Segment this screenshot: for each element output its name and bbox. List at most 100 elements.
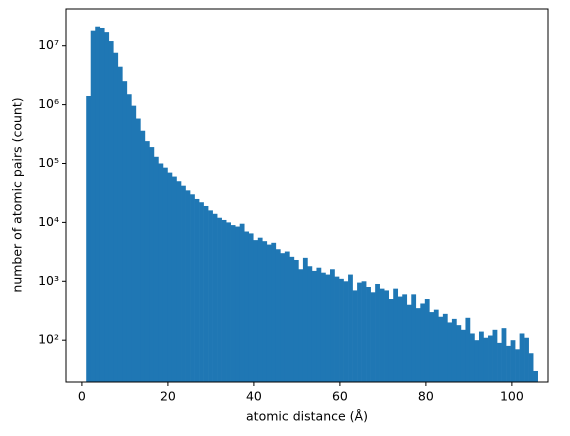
x-tick-label: 100: [500, 389, 524, 404]
bar: [221, 219, 227, 382]
bar: [104, 32, 110, 382]
bar: [438, 316, 444, 382]
bar: [230, 225, 236, 382]
bar: [393, 288, 399, 382]
bar: [379, 288, 385, 382]
bar: [266, 244, 272, 382]
x-tick-label: 0: [78, 389, 86, 404]
bar: [456, 325, 462, 382]
bar: [117, 66, 123, 383]
bar: [144, 141, 150, 382]
bar: [253, 240, 259, 382]
bar: [402, 294, 408, 382]
bar: [420, 303, 426, 382]
y-tick-label: 10⁷: [38, 37, 59, 52]
bar: [320, 272, 326, 382]
bar: [140, 130, 146, 382]
bar: [460, 329, 466, 382]
bar: [474, 340, 480, 382]
bar: [185, 190, 191, 382]
plot-frame: [65, 8, 549, 383]
bar: [334, 276, 340, 382]
bar: [488, 335, 493, 382]
bar: [212, 213, 218, 382]
bar: [397, 296, 403, 382]
bar: [533, 370, 538, 382]
bar: [307, 266, 313, 382]
bar: [135, 118, 141, 382]
bar: [217, 217, 222, 382]
bar: [289, 256, 295, 382]
y-tick-label: 10⁵: [38, 155, 59, 170]
bar: [451, 318, 457, 382]
bar: [162, 167, 168, 382]
bar: [171, 176, 177, 382]
bar: [388, 299, 394, 382]
bar: [375, 283, 380, 382]
y-tick-label: 10²: [38, 332, 59, 347]
bar: [275, 249, 281, 382]
bar: [325, 274, 331, 382]
bar: [113, 52, 119, 382]
bar: [284, 251, 290, 382]
y-tick-label: 10⁴: [38, 214, 59, 229]
bar: [361, 281, 367, 382]
bar: [339, 278, 344, 382]
bar: [235, 226, 241, 382]
bar: [181, 185, 186, 382]
bar: [506, 345, 511, 382]
bar: [190, 194, 195, 382]
bar: [357, 282, 362, 382]
bar: [244, 231, 250, 382]
bar: [492, 329, 498, 382]
bar: [99, 27, 105, 382]
bar: [194, 198, 200, 382]
x-tick-label: 60: [332, 389, 348, 404]
bar: [293, 259, 299, 382]
bar: [316, 267, 322, 382]
bar: [271, 242, 277, 382]
bar: [176, 181, 182, 382]
y-tick-label: 10³: [38, 273, 59, 288]
bar: [95, 26, 101, 383]
x-tick-label: 40: [246, 389, 262, 404]
bar: [483, 337, 489, 382]
bar: [515, 349, 520, 382]
bar: [501, 328, 507, 382]
bar: [248, 233, 254, 382]
bar: [424, 299, 430, 382]
bar: [262, 241, 268, 382]
bar: [199, 202, 204, 382]
bar: [433, 309, 439, 382]
bar: [126, 94, 132, 382]
bar: [149, 147, 155, 382]
bar: [415, 308, 421, 382]
y-axis-label: number of atomic pairs (count): [10, 97, 25, 292]
bar: [442, 313, 448, 382]
bar: [478, 331, 484, 382]
bar: [298, 269, 304, 382]
x-tick-label: 20: [160, 389, 176, 404]
bar: [158, 163, 164, 382]
bar: [86, 95, 92, 382]
bar: [343, 281, 349, 382]
bar: [108, 41, 114, 383]
bar: [131, 105, 137, 382]
x-axis-label: atomic distance (Å): [246, 409, 368, 424]
bar: [330, 269, 335, 382]
bar: [302, 257, 308, 382]
bar: [153, 156, 159, 382]
bar: [384, 290, 389, 382]
bar: [510, 340, 516, 382]
bar: [411, 294, 417, 382]
y-tick-label: 10⁶: [38, 96, 59, 111]
bar: [90, 30, 96, 382]
bar: [122, 81, 128, 382]
bar: [465, 317, 471, 382]
bar: [280, 253, 286, 382]
bar: [406, 304, 412, 382]
bar: [352, 290, 358, 382]
bar: [366, 286, 371, 382]
bar: [239, 223, 245, 382]
